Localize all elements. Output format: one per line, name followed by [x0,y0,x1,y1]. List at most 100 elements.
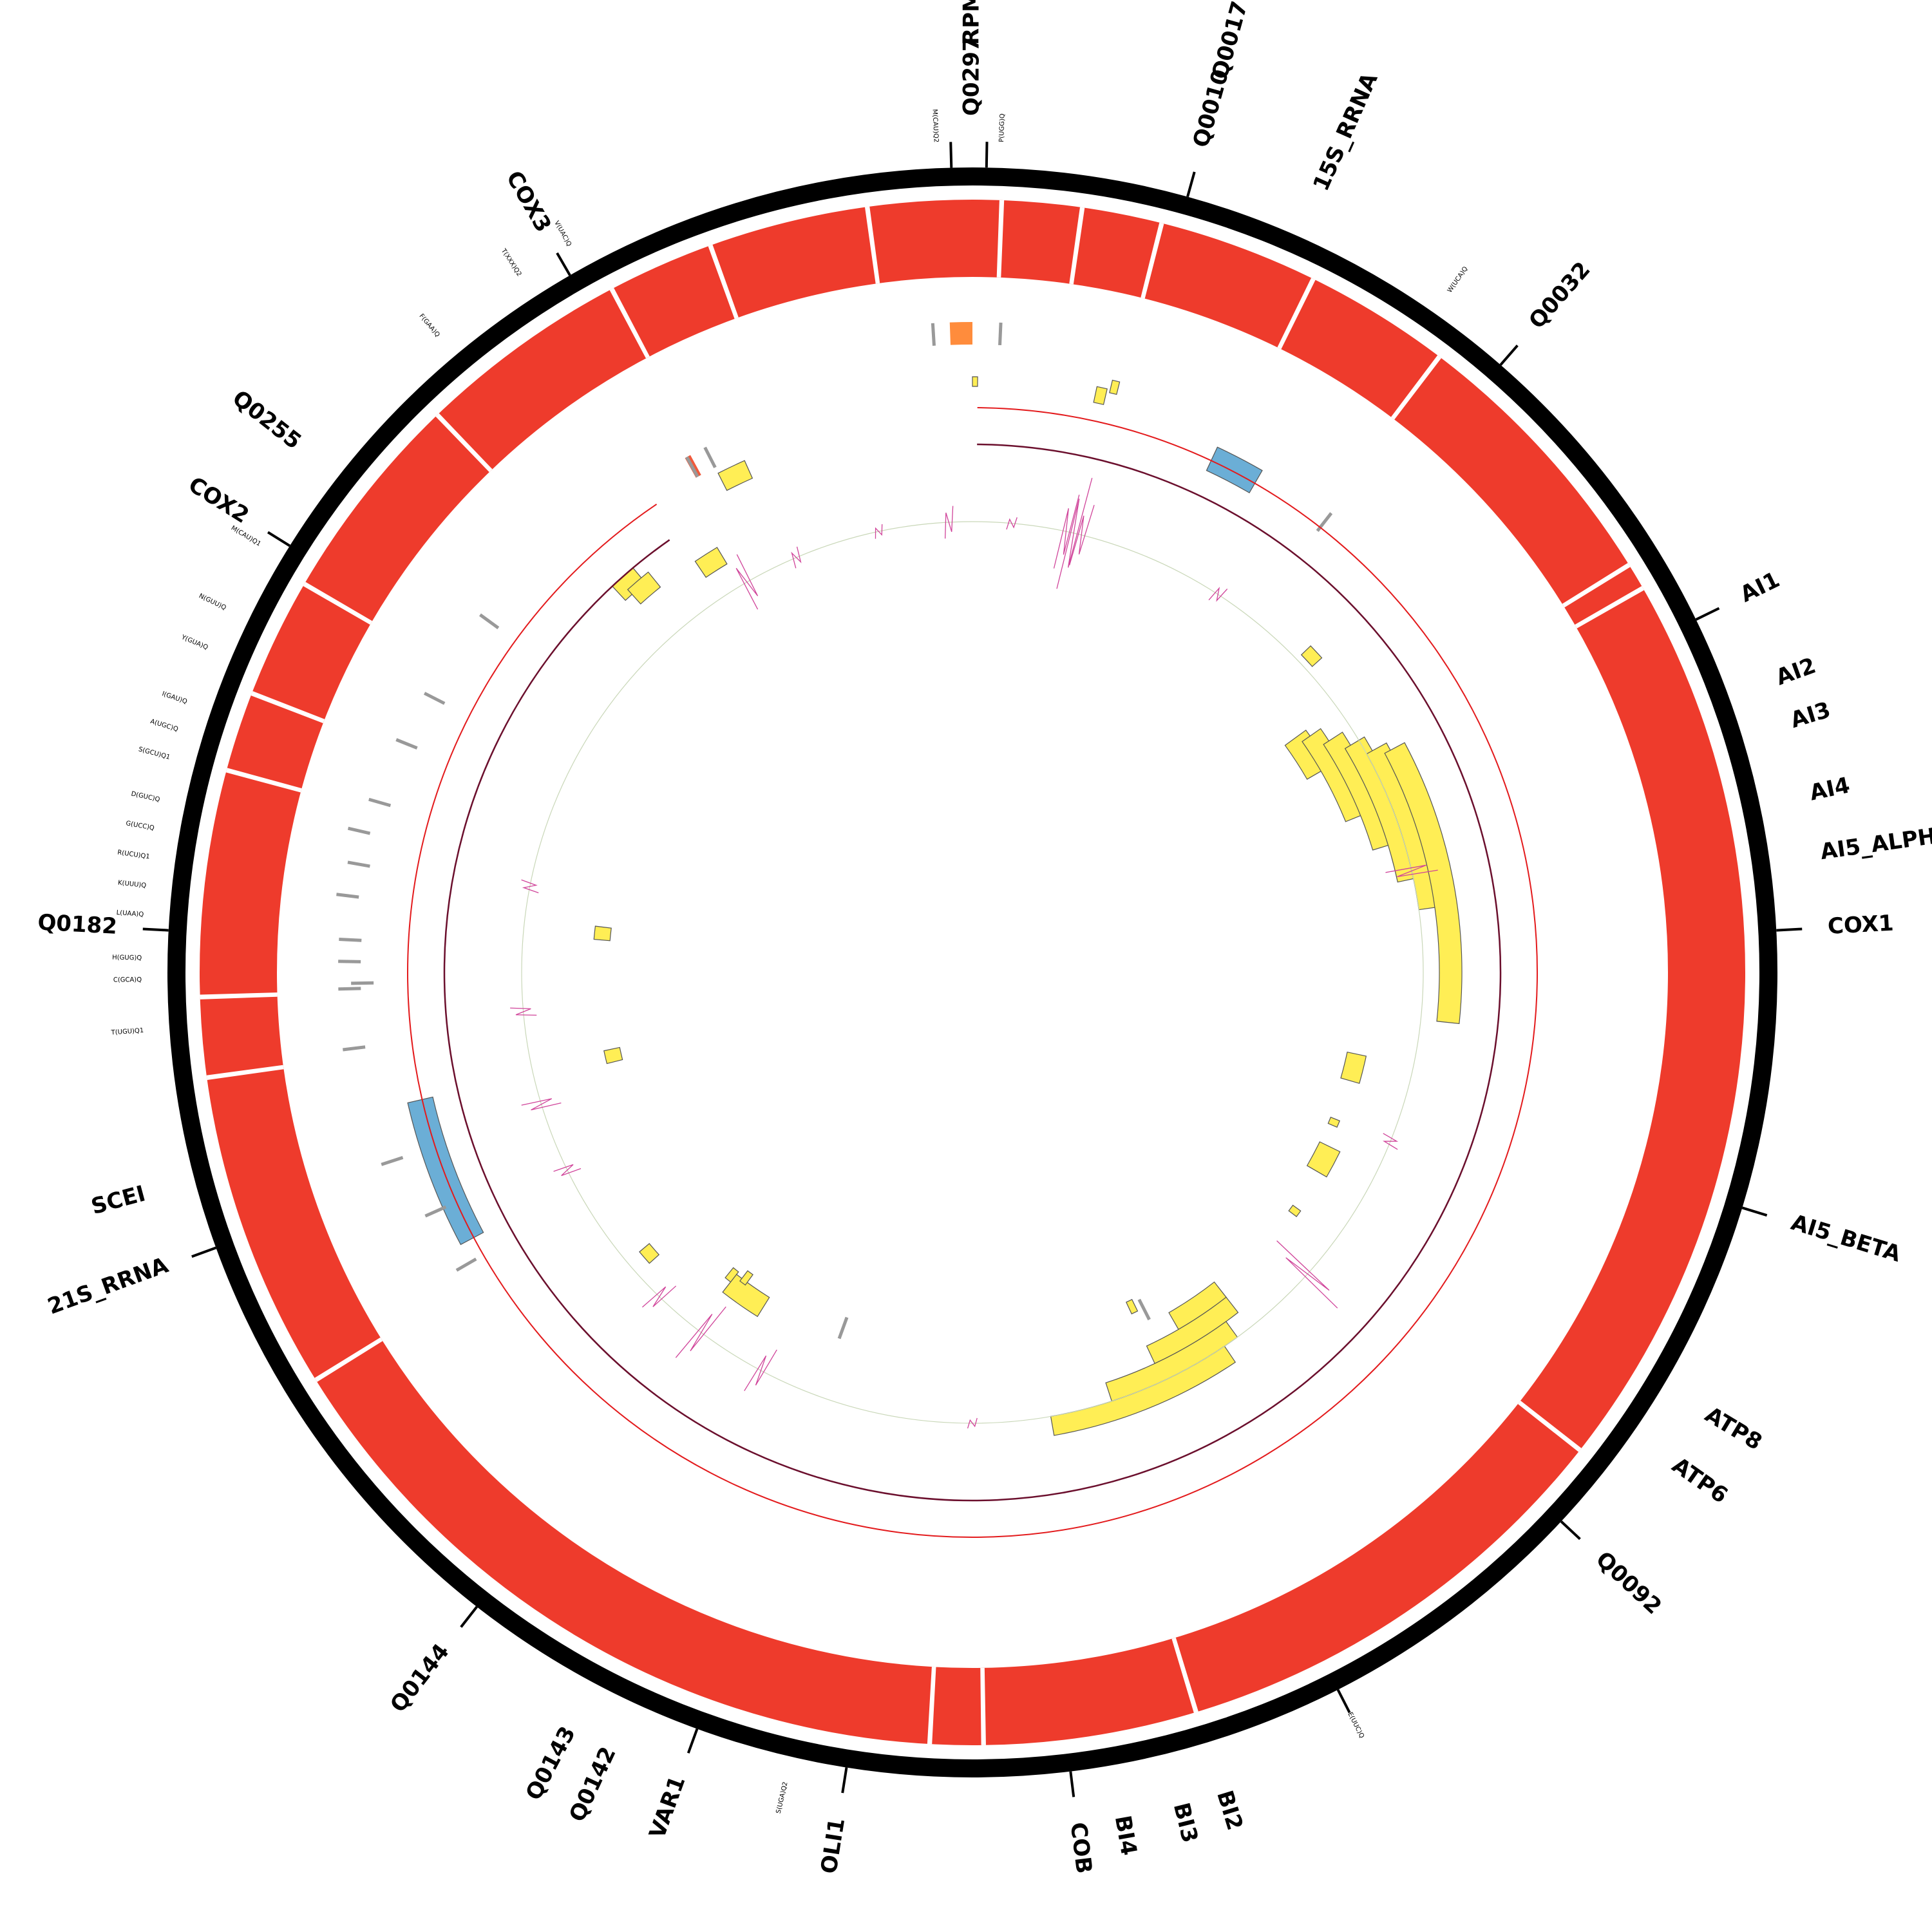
coverage-gap [1562,563,1631,608]
trna-mark [837,1316,849,1340]
feature-block-yellow [1109,379,1121,395]
coverage-gap [206,1065,284,1081]
coverage-gap [927,1667,936,1745]
gene-label: Q0017 [1207,0,1253,82]
trna-mark [368,797,392,808]
skew-spike [1069,505,1095,565]
gene-tick [1499,345,1519,366]
feature-block-blue [407,1096,484,1245]
skew-spike [1385,864,1438,878]
feature-block-blue [1206,446,1263,494]
feature-track [336,322,1463,1436]
gene-label: Q0255 [227,385,306,455]
trna-mark [931,323,936,346]
trna-mark [339,937,362,942]
gene-tick [1560,1520,1581,1540]
coverage-gap [225,768,302,793]
trna-label: T(XXX)Q2 [499,247,522,278]
gene-tick [556,252,571,276]
gene-label: AI2 [1772,652,1819,690]
trna-label: M(CAU)Q2 [931,109,939,142]
coverage-gap [200,992,278,999]
gene-label: ATP8 [1701,1402,1766,1455]
coverage-gap [251,691,325,723]
gene-labels: Q0297RPM1Q0010Q001715S_RRNAQ0032AI1AI2AI… [37,0,1932,1875]
trna-label: C(GCA)Q [113,976,142,983]
trna-label: A(UGC)Q [149,718,179,734]
gene-label: COX1 [1827,911,1894,940]
trna-mark [424,1205,447,1218]
trna-mark [423,692,446,705]
trna-mark [703,446,717,469]
skew-track [510,477,1438,1429]
gene-tick [841,1767,848,1794]
feature-block-yellow [627,571,661,605]
gene-label: Q0182 [37,909,117,939]
trna-mark [347,860,370,868]
feature-block-yellow [1093,386,1108,405]
backbone-circle [167,167,1777,1777]
trna-mark [1316,512,1333,532]
skew-spike [675,1306,726,1358]
gene-tick [191,1246,217,1258]
gene-label: SCEI [88,1180,148,1220]
trna-mark [381,1156,404,1166]
inner-tracks [407,407,1539,1538]
coverage-gap [1517,1400,1582,1452]
gene-label: BI3 [1168,1800,1203,1845]
gene-label: 15S_RRNA [1308,69,1383,195]
feature-block-yellow [1300,645,1323,667]
trna-mark [336,893,359,899]
coverage-gap [864,206,880,284]
gene-label: Q0144 [385,1639,455,1718]
gene-label: Q0032 [1524,257,1595,334]
coverage-ring [200,200,1745,1745]
coverage-gap [314,1337,383,1382]
trna-label: V(UAC)Q [553,220,573,247]
trna-mark [347,826,371,835]
skew-spike [1056,477,1093,589]
gene-label: OLI1 [816,1816,850,1875]
skew-spike [791,546,802,569]
gene-tick [1741,1206,1768,1217]
trna-label: K(UUU)Q [117,880,146,890]
trna-label: L(UAA)Q [116,909,144,918]
trna-label: F(GAA)Q [417,313,440,339]
trna-labels: M(CAU)Q2 P(UGG)Q W(UCA)Q E(UUC)Q S(UGA)Q2 T(U… [110,109,1469,1814]
gene-label: AI5_ALPHA [1819,821,1932,866]
trna-mark [395,738,418,750]
feature-block-yellow [639,1243,660,1264]
feature-block-yellow [717,460,753,491]
gene-tick [460,1605,478,1628]
gene-label: Q0092 [1591,1546,1667,1620]
coverage-gap [435,413,493,473]
coverage-gap [303,582,373,625]
gene-tick [1186,171,1196,197]
gene-label: RPM1 [959,0,985,45]
coverage-gap [1069,207,1085,285]
gene-label: AI5_BETA [1788,1209,1904,1267]
skew-spike [510,1007,537,1016]
coverage-gap [1277,278,1316,350]
skew-spike [1208,587,1228,602]
gene-label: COX3 [501,167,556,237]
trna-label: W(UCA)Q [1446,265,1470,294]
feature-block-yellow [739,1270,753,1286]
feature-block-yellow [694,547,728,578]
skew-spike [553,1164,582,1177]
feature-block-yellow [1050,1345,1236,1436]
gene-tick [687,1728,699,1754]
skew-spike [521,1098,562,1111]
skew-spike [744,1349,777,1392]
gene-tick [267,531,290,547]
gene-label: COB [1065,1821,1097,1875]
skew-spike [521,879,539,893]
gene-label: ATP6 [1667,1452,1732,1509]
gene-label: BI2 [1211,1788,1247,1833]
gene-tick [1069,1771,1075,1797]
coverage-gap [1390,355,1442,420]
skew-spike [642,1285,677,1308]
trna-label: M(CAU)Q1 [230,525,262,548]
trna-label: S(UGA)Q2 [775,1781,790,1814]
